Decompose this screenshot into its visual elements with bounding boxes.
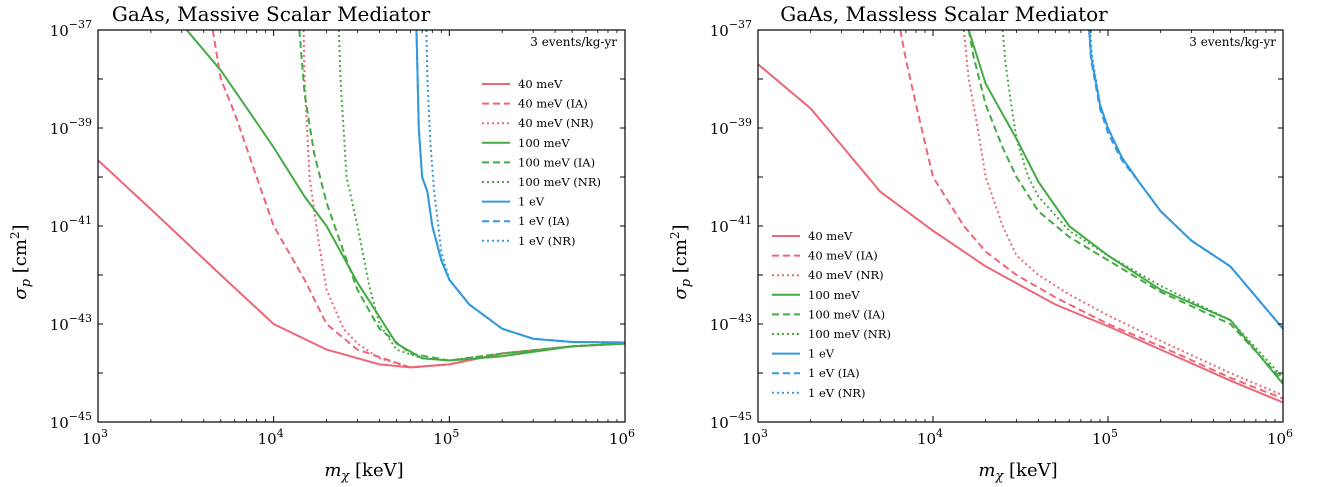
right-series-line-2 [962, 30, 1283, 397]
right-y-tick-label: 10−43 [710, 312, 752, 334]
left-series-line-8 [425, 30, 625, 344]
right-legend: 40 meV 40 meV (IA) 40 meV (NR) 100 meV 100 m… [772, 229, 891, 400]
svg-text:mχ [keV]: mχ [keV] [324, 460, 403, 484]
right-legend-label: 1 eV (IA) [808, 366, 860, 380]
left-x-tick-label: 105 [433, 427, 459, 448]
right-y-axis-label: σp [cm2] [668, 224, 694, 299]
right-legend-label: 1 eV [808, 347, 835, 361]
right-y-tick-label: 10−41 [710, 214, 752, 236]
left-chart-title: GaAs, Massive Scalar Mediator [112, 2, 431, 26]
right-series-line-1 [899, 30, 1283, 400]
right-legend-label: 40 meV (IA) [808, 249, 878, 263]
right-y-tick-label: 10−39 [710, 116, 752, 138]
left-y-tick-label: 10−39 [50, 116, 92, 138]
right-legend-label: 40 meV (NR) [808, 268, 884, 282]
left-y-axis-label: σp [cm2] [8, 224, 34, 299]
right-x-tick-label: 104 [917, 427, 943, 448]
left-legend-label: 40 meV (IA) [518, 97, 588, 111]
left-series-line-2 [302, 30, 625, 369]
left-series-line-3 [185, 30, 625, 362]
left-legend-label: 100 meV (NR) [518, 175, 601, 189]
right-series-line-6 [1088, 30, 1283, 330]
right-series-line-5 [1001, 30, 1283, 379]
left-y-tick-label: 10−43 [50, 312, 92, 334]
left-legend-label: 1 eV (IA) [518, 214, 570, 228]
right-chart-title: GaAs, Massless Scalar Mediator [780, 2, 1108, 26]
right-annotation: 3 events/kg-yr [1189, 35, 1276, 49]
left-x-tick-label: 106 [609, 427, 635, 448]
left-series-line-1 [211, 30, 625, 369]
right-x-tick-label: 106 [1267, 427, 1293, 448]
left-legend-label: 1 eV [518, 195, 545, 209]
left-legend-label: 100 meV [518, 136, 570, 150]
left-x-tick-label: 103 [82, 427, 108, 448]
left-y-tick-label: 10−41 [50, 214, 92, 236]
svg-text:σp [cm2]: σp [cm2] [8, 224, 34, 299]
left-legend-label: 40 meV (NR) [518, 116, 594, 130]
right-series-line-0 [758, 63, 1283, 404]
right-plot-area [758, 30, 1283, 404]
right-x-tick-label: 105 [1092, 427, 1118, 448]
right-legend-label: 100 meV [808, 288, 860, 302]
right-series-line-7 [1088, 30, 1283, 330]
right-legend-label: 40 meV [808, 229, 853, 243]
left-x-tick-label: 104 [258, 427, 284, 448]
right-x-tick-label: 103 [742, 427, 768, 448]
left-series-line-4 [298, 30, 625, 362]
left-legend-label: 1 eV (NR) [518, 234, 575, 248]
left-legend-label: 100 meV (IA) [518, 155, 595, 169]
svg-text:mχ [keV]: mχ [keV] [978, 460, 1057, 484]
left-series-line-0 [98, 159, 625, 369]
right-y-tick-label: 10−37 [710, 18, 752, 40]
left-series-line-5 [337, 30, 625, 362]
right-legend-label: 1 eV (NR) [808, 386, 865, 400]
right-series-line-4 [967, 30, 1283, 382]
svg-text:σp [cm2]: σp [cm2] [668, 224, 694, 299]
left-x-axis-label: mχ [keV] [324, 460, 403, 484]
right-legend-label: 100 meV (NR) [808, 327, 891, 341]
right-legend-label: 100 meV (IA) [808, 307, 885, 321]
left-legend: 40 meV 40 meV (IA) 40 meV (NR) 100 meV 100 m… [482, 77, 601, 248]
left-y-tick-label: 10−37 [50, 18, 92, 40]
left-plot-area [98, 30, 625, 369]
right-y-tick-label: 10−45 [710, 410, 752, 432]
right-plot-frame [757, 29, 1284, 423]
right-series-line-8 [1089, 30, 1283, 330]
right-series-line-3 [967, 30, 1283, 385]
left-legend-label: 40 meV [518, 77, 563, 91]
left-series-line-7 [415, 30, 625, 344]
left-annotation: 3 events/kg-yr [530, 35, 617, 49]
left-y-tick-label: 10−45 [50, 410, 92, 432]
right-x-axis-label: mχ [keV] [978, 460, 1057, 484]
